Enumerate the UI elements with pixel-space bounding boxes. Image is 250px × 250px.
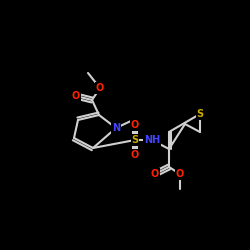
Text: O: O — [151, 169, 159, 179]
Text: S: S — [196, 109, 203, 119]
Text: O: O — [72, 91, 80, 101]
Text: O: O — [131, 120, 139, 130]
Text: N: N — [112, 123, 120, 133]
Text: S: S — [132, 135, 138, 145]
Text: NH: NH — [144, 135, 160, 145]
Text: O: O — [131, 150, 139, 160]
Text: O: O — [176, 169, 184, 179]
Text: O: O — [96, 83, 104, 93]
